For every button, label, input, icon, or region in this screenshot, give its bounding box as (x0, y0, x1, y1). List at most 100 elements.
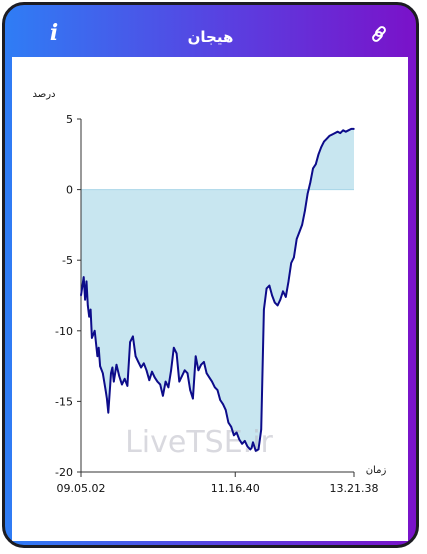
data-point (271, 294, 273, 297)
x-tick-label: 09.05.02 (57, 482, 106, 495)
data-point (118, 375, 120, 377)
data-point (250, 447, 253, 449)
data-point (301, 224, 303, 226)
info-icon[interactable]: i (49, 20, 59, 46)
data-point (304, 210, 306, 212)
data-point (331, 133, 334, 136)
y-tick-label: -20 (55, 466, 73, 479)
y-axis-title: درصد (32, 89, 55, 100)
data-point (91, 337, 93, 339)
data-point (334, 132, 336, 134)
data-point (238, 438, 241, 441)
data-point (97, 346, 100, 349)
data-point (208, 376, 211, 379)
data-point (211, 380, 213, 383)
data-point (123, 378, 126, 380)
data-point (290, 262, 293, 264)
data-point (113, 380, 115, 383)
y-tick-label: -10 (55, 325, 73, 338)
data-point (233, 434, 235, 437)
data-point (353, 128, 355, 130)
data-point (145, 369, 148, 372)
data-point (170, 369, 172, 372)
data-point (93, 330, 96, 332)
data-point (200, 363, 202, 366)
data-point (260, 428, 262, 431)
data-point (342, 129, 344, 132)
data-point (132, 335, 134, 338)
x-axis-title: زمان (366, 465, 387, 476)
data-point (151, 370, 153, 373)
data-point (219, 399, 221, 401)
data-point (186, 372, 189, 375)
data-point (325, 138, 328, 140)
data-point (320, 146, 323, 148)
chart-panel: درصد زمان LiveTSE.ir 5 0 -5 -10 -15 -20 09.05.… (12, 57, 408, 541)
data-point (254, 450, 257, 452)
y-tick-label: -15 (55, 395, 73, 408)
data-point (282, 290, 284, 293)
data-point (197, 369, 200, 372)
data-point (328, 135, 331, 137)
data-point (274, 301, 276, 304)
data-point (244, 440, 246, 442)
data-point (317, 153, 320, 156)
data-point (84, 298, 86, 301)
data-point (285, 296, 287, 298)
data-point (235, 431, 238, 434)
data-point (241, 443, 243, 445)
data-point (268, 284, 271, 287)
data-point (104, 389, 107, 391)
data-point (153, 376, 156, 379)
data-point (249, 448, 252, 451)
data-point (279, 298, 282, 301)
data-point (347, 129, 350, 132)
data-point (134, 355, 137, 358)
link-icon[interactable] (370, 25, 388, 43)
data-point (214, 386, 216, 389)
data-point (222, 403, 224, 406)
page-title: هیجان (187, 28, 234, 46)
data-point (115, 363, 118, 366)
data-point (287, 280, 290, 283)
area-fill (81, 128, 354, 451)
link-icon-glyph (372, 26, 386, 42)
data-point (315, 163, 317, 165)
data-point (167, 386, 170, 389)
x-tick-label: 11.16.40 (211, 482, 260, 495)
data-point (205, 372, 208, 375)
hayajan-chart: درصد زمان LiveTSE.ir 5 0 -5 -10 -15 -20 09.05.… (32, 89, 387, 495)
data-point (107, 411, 110, 414)
data-point (323, 140, 325, 143)
data-point (309, 181, 312, 184)
data-point (345, 130, 347, 133)
data-point (312, 167, 314, 170)
data-point (293, 256, 295, 259)
data-point (110, 372, 112, 375)
data-point (224, 409, 227, 411)
data-point (306, 193, 309, 195)
data-point (276, 304, 279, 307)
data-point (192, 397, 194, 400)
data-point (87, 304, 89, 307)
data-point (265, 287, 268, 290)
data-point (216, 389, 219, 391)
data-point (140, 366, 142, 369)
data-point (181, 375, 183, 377)
data-point (162, 395, 164, 397)
data-point (99, 365, 101, 367)
data-point (126, 385, 129, 387)
x-tick-label: 13.21.38 (330, 482, 379, 495)
data-point (194, 355, 197, 358)
data-point (336, 130, 339, 133)
header-bar: i هیجان (5, 5, 416, 57)
data-point (111, 366, 114, 369)
data-point (80, 294, 82, 297)
data-point (189, 389, 191, 391)
data-point (227, 421, 230, 424)
data-point (178, 380, 181, 383)
data-point (121, 383, 123, 386)
y-tick-label: 5 (66, 113, 73, 126)
data-point (137, 361, 140, 363)
data-point (257, 448, 260, 451)
